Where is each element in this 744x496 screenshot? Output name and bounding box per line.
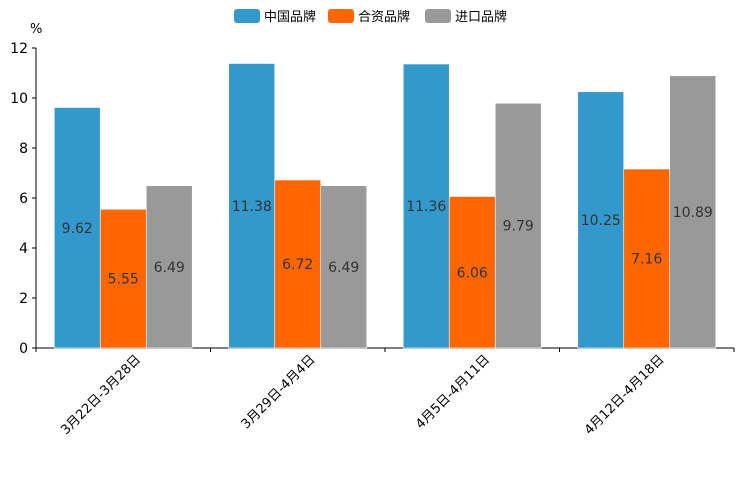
value-label-2-3: 10.89 — [673, 205, 713, 221]
legend: 中国品牌 合资品牌 进口品牌 — [234, 9, 507, 25]
y-tick-label: 0 — [19, 341, 28, 357]
y-tick-label: 2 — [19, 291, 28, 307]
legend-swatch-0 — [234, 9, 260, 23]
value-label-0-1: 11.38 — [232, 199, 272, 215]
value-label-0-0: 9.62 — [62, 221, 93, 237]
value-label-2-2: 9.79 — [503, 219, 534, 235]
x-axis: 3月22日-3月28日 3月29日-4月4日 4月5日-4月11日 4月12日-4月1… — [35, 347, 735, 438]
legend-swatch-1 — [328, 9, 354, 23]
y-tick-label: 8 — [19, 141, 28, 157]
bar-2-1 — [320, 185, 368, 349]
legend-label-2: 进口品牌 — [455, 9, 507, 25]
value-label-1-2: 6.06 — [457, 265, 488, 281]
bar-2-0 — [145, 185, 193, 349]
x-category-label: 4月12日-4月18日 — [582, 352, 668, 438]
x-category-label: 4月5日-4月11日 — [413, 352, 493, 432]
value-label-0-2: 11.36 — [406, 199, 446, 215]
bar-0-2 — [402, 63, 450, 349]
bar-1-3 — [623, 168, 671, 349]
y-tick-label: 10 — [10, 91, 28, 107]
value-label-2-0: 6.49 — [154, 260, 185, 276]
y-unit-label: % — [30, 22, 42, 37]
value-label-1-1: 6.72 — [282, 257, 313, 273]
value-label-1-0: 5.55 — [108, 272, 139, 288]
x-category-label: 3月22日-3月28日 — [58, 352, 144, 438]
bars — [53, 63, 717, 349]
y-tick-label: 6 — [19, 191, 28, 207]
y-tick-label: 12 — [10, 41, 28, 57]
bar-1-1 — [274, 179, 322, 349]
y-axis: 0 2 4 6 8 10 12 — [10, 41, 37, 357]
bar-2-2 — [494, 102, 542, 349]
bar-1-2 — [448, 196, 496, 349]
bar-2-3 — [669, 75, 717, 349]
legend-label-1: 合资品牌 — [358, 9, 410, 25]
value-label-0-3: 10.25 — [581, 213, 621, 229]
legend-swatch-2 — [425, 9, 451, 23]
x-category-label: 3月29日-4月4日 — [239, 352, 319, 432]
value-labels: 9.62 5.55 6.49 11.38 6.72 6.49 11.36 6.06 9.79 10… — [62, 199, 713, 288]
legend-label-0: 中国品牌 — [264, 9, 316, 25]
value-label-1-3: 7.16 — [631, 252, 662, 268]
y-tick-label: 4 — [19, 241, 28, 257]
bar-0-3 — [577, 91, 625, 349]
value-label-2-1: 6.49 — [328, 260, 359, 276]
